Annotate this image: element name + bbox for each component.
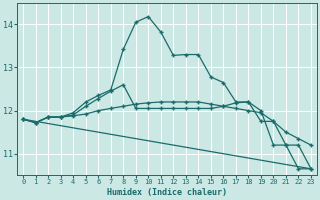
X-axis label: Humidex (Indice chaleur): Humidex (Indice chaleur) <box>107 188 227 197</box>
